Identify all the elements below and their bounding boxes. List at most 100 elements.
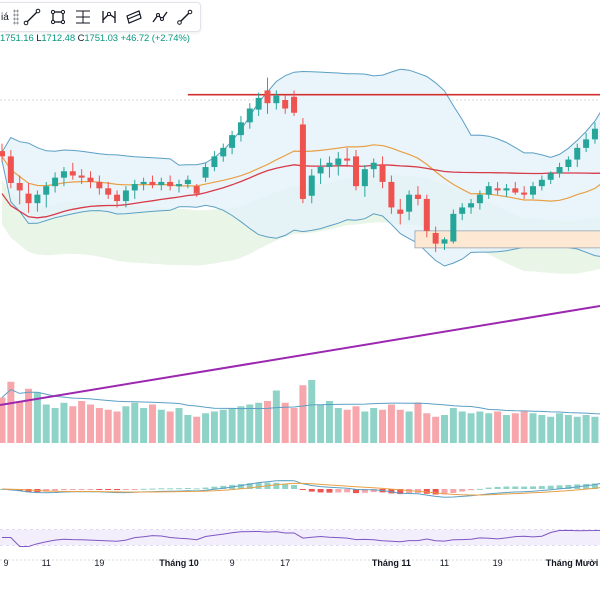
volume-bar [7,381,15,443]
macd-histogram-bar [361,489,368,493]
candle-body [246,108,253,123]
candle-body [96,181,103,189]
volume-bar [511,413,519,443]
candle-body [282,100,289,109]
volume-bar [272,390,280,443]
macd-histogram-bar [423,489,430,494]
macd-histogram-bar [406,489,413,494]
low-value: 1712.48 [41,33,76,44]
volume-pane [0,305,600,443]
volume-bar [476,411,484,443]
path-icon[interactable] [98,6,119,28]
candle-body [344,158,351,161]
bb-upper [1,68,600,166]
close-value: 1751.03 [84,33,118,44]
volume-bar [228,408,236,443]
macd-histogram-bar [441,489,448,495]
candle-body [140,181,147,185]
rectangle-icon[interactable] [47,6,68,28]
time-axis-label: Tháng 11 [371,558,411,568]
candle-body [158,181,165,186]
candle-body [485,186,492,195]
volume-bar [51,408,59,443]
trend-line-icon[interactable] [22,6,43,28]
volume-bar [538,415,546,443]
fib-retracement-icon[interactable] [73,6,94,28]
volume-bar [237,406,245,443]
candle-body [556,167,563,174]
candle-body [255,97,262,110]
volume-bar [264,401,271,443]
candle-body [361,169,368,187]
volume-bar [0,397,6,443]
toolbar-drag-handle[interactable] [12,9,19,25]
macd-histogram-bar [282,483,289,489]
macd-histogram-bar [16,489,23,492]
candle-body [450,213,457,242]
volume-bar [582,415,590,443]
candle-body [176,184,182,187]
macd-histogram-bar [521,486,528,489]
candle-body [538,179,545,187]
macd-histogram-bar [211,486,218,489]
macd-histogram-bar [158,488,165,490]
macd-histogram-bar [308,489,315,492]
candle-body [0,151,5,157]
candle-body [308,175,315,196]
macd-histogram-bar [538,486,545,489]
macd-histogram-bar [184,487,191,489]
volume-bar [458,411,466,443]
open-value: 1751.16 [0,33,34,44]
macd-histogram-bar [176,488,182,490]
volume-bar [308,380,316,443]
candle-body [264,90,271,104]
macd-histogram-bar [291,484,298,489]
bb-lower [1,160,600,267]
time-axis-label: Tháng Mười [545,558,599,568]
parallel-channel-icon[interactable] [124,6,145,28]
volume-bar [175,408,183,443]
volume-bar [361,411,369,443]
macd-histogram-bar [25,489,32,493]
volume-bar [317,404,325,443]
volume-bar [255,402,263,443]
drawing-toolbar: iác [0,2,201,32]
volume-bar [122,406,130,443]
volume-bar [140,408,148,443]
volume-bar [449,408,457,443]
macd-histogram-bar [60,489,67,490]
low-key: L [36,33,42,44]
candle-body [16,182,23,191]
brush-icon[interactable] [174,6,195,28]
candle-body [423,198,430,231]
volume-bar [423,413,431,443]
volume-bar [166,411,174,443]
macd-histogram-bar [476,488,483,490]
macd-histogram-bar [485,487,492,489]
macd-histogram-bar [556,485,563,489]
volume-bar [104,409,112,443]
rsi-pane [2,529,600,547]
volume-bar [334,408,342,443]
volume-bar [87,404,94,443]
macd-histogram-bar [565,484,572,489]
macd-histogram-bar [255,482,262,489]
candle-body [512,188,519,193]
candle-body [114,194,121,202]
macd-histogram-bar [299,489,306,490]
volume-bar [157,409,165,443]
candle-body [149,181,156,186]
close-key: C [77,33,85,44]
macd-histogram-bar [273,482,280,489]
macd-histogram-bar [370,489,377,493]
macd-signal-line [1,482,600,496]
macd-histogram-bar [353,489,359,494]
volume-bar [193,416,201,443]
candle-body [317,167,324,174]
macd-histogram-bar [583,483,590,489]
macd-histogram-bar [344,489,351,493]
volume-bar [219,409,227,443]
polyline-icon[interactable] [149,6,170,28]
time-axis-label: 19 [94,558,105,568]
